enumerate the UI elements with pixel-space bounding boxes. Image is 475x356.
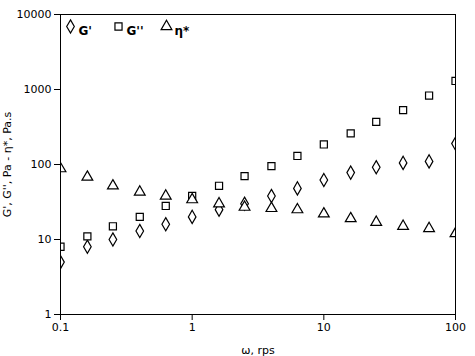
svg-text:G', G'', Pa - η*, Pa.s: G', G'', Pa - η*, Pa.s xyxy=(1,111,14,217)
svg-text:0.1: 0.1 xyxy=(52,321,70,334)
svg-text:10: 10 xyxy=(38,233,52,246)
svg-text:1000: 1000 xyxy=(24,83,52,96)
svg-text:10: 10 xyxy=(317,321,331,334)
svg-text:1: 1 xyxy=(45,308,52,321)
svg-text:ω, rps: ω, rps xyxy=(241,344,275,356)
svg-text:100: 100 xyxy=(445,321,466,334)
svg-text:1: 1 xyxy=(189,321,196,334)
svg-text:10000: 10000 xyxy=(17,8,52,21)
svg-text:G': G' xyxy=(79,24,93,38)
svg-text:G'': G'' xyxy=(127,24,144,38)
svg-text:η*: η* xyxy=(175,24,191,38)
svg-text:100: 100 xyxy=(31,158,52,171)
